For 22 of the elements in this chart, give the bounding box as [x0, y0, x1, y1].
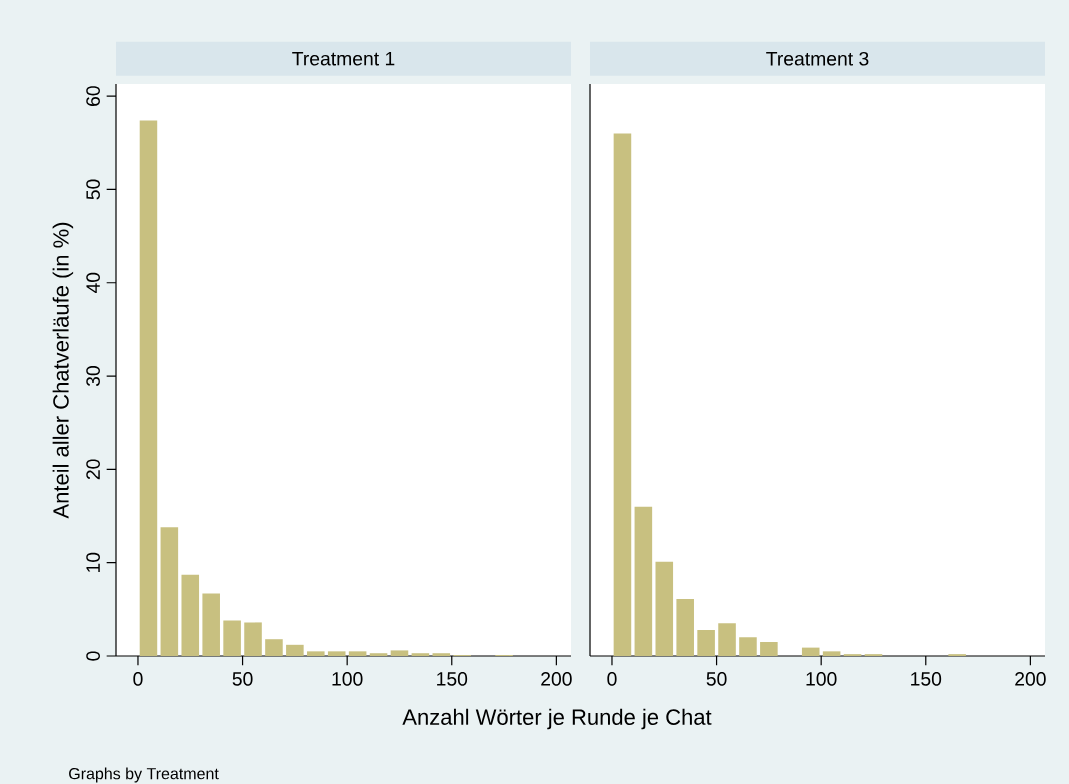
y-tick-label: 40 [86, 272, 100, 294]
x-tick-label: 200 [541, 672, 572, 686]
x-tick-label: 200 [1015, 672, 1046, 686]
y-tick-label: 20 [86, 459, 100, 480]
x-tick-label: 150 [437, 672, 468, 686]
y-tick-label: 50 [86, 179, 100, 200]
y-tick-label: 0 [86, 651, 100, 661]
x-axis-title: Anzahl Wörter je Runde je Chat [402, 708, 712, 730]
text: Graphs by Treatment [69, 767, 219, 783]
y-axis-title: Anteil aller Chatverläufe (in %) [52, 222, 74, 519]
y-tick-label: 10 [86, 552, 100, 572]
x-tick-label: 150 [911, 672, 942, 686]
y-tick-label: 30 [86, 366, 100, 387]
chart-title: Treatment 3 [766, 51, 869, 66]
x-tick-label: 0 [133, 672, 143, 686]
x-tick-label: 100 [806, 672, 837, 686]
x-tick-label: 0 [607, 672, 617, 686]
x-tick-label: 50 [232, 672, 253, 686]
chart-title: Treatment 1 [292, 51, 395, 66]
y-tick-label: 60 [86, 86, 100, 106]
x-tick-label: 50 [706, 672, 727, 686]
x-tick-label: 100 [332, 672, 363, 686]
